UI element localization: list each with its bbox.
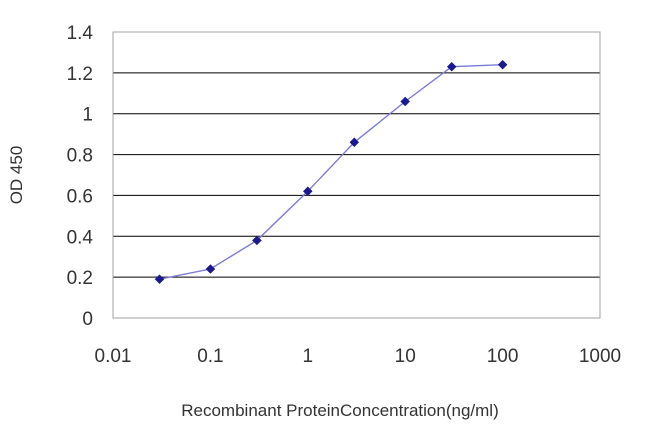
y-axis-ticks: 0 0.2 0.4 0.6 0.8 1 1.2 1.4 [67, 23, 94, 330]
data-point-6 [446, 61, 457, 72]
y-tick-label-5: 1 [82, 105, 93, 126]
x-axis-title: Recombinant ProteinConcentration(ng/ml) [181, 401, 499, 420]
y-tick-label-7: 1.4 [67, 23, 94, 44]
data-markers [154, 59, 508, 285]
x-tick-label-2: 1 [303, 346, 314, 367]
y-tick-label-4: 0.8 [67, 146, 93, 167]
x-tick-label-1: 0.1 [197, 346, 223, 367]
y-tick-label-2: 0.4 [67, 227, 94, 248]
y-axis-title: OD 450 [7, 146, 26, 205]
y-tick-label-3: 0.6 [67, 186, 93, 207]
x-tick-label-5: 1000 [579, 346, 621, 367]
data-point-5 [400, 96, 411, 107]
data-point-4 [349, 137, 360, 148]
x-tick-label-3: 10 [395, 346, 416, 367]
data-point-1 [205, 264, 216, 274]
y-tick-label-1: 0.2 [67, 268, 93, 289]
series-line [159, 64, 503, 280]
y-tick-label-0: 0 [82, 309, 93, 330]
x-tick-label-4: 100 [487, 346, 519, 367]
x-tick-label-0: 0.01 [95, 346, 132, 367]
x-axis-ticks: 0.01 0.1 1 10 100 1000 [95, 346, 622, 367]
data-point-0 [154, 274, 165, 285]
data-point-3 [302, 186, 313, 197]
grid-lines [113, 72, 600, 278]
plot-frame [112, 31, 601, 319]
data-point-2 [252, 235, 262, 246]
data-point-7 [497, 59, 508, 70]
y-tick-label-6: 1.2 [67, 64, 93, 85]
